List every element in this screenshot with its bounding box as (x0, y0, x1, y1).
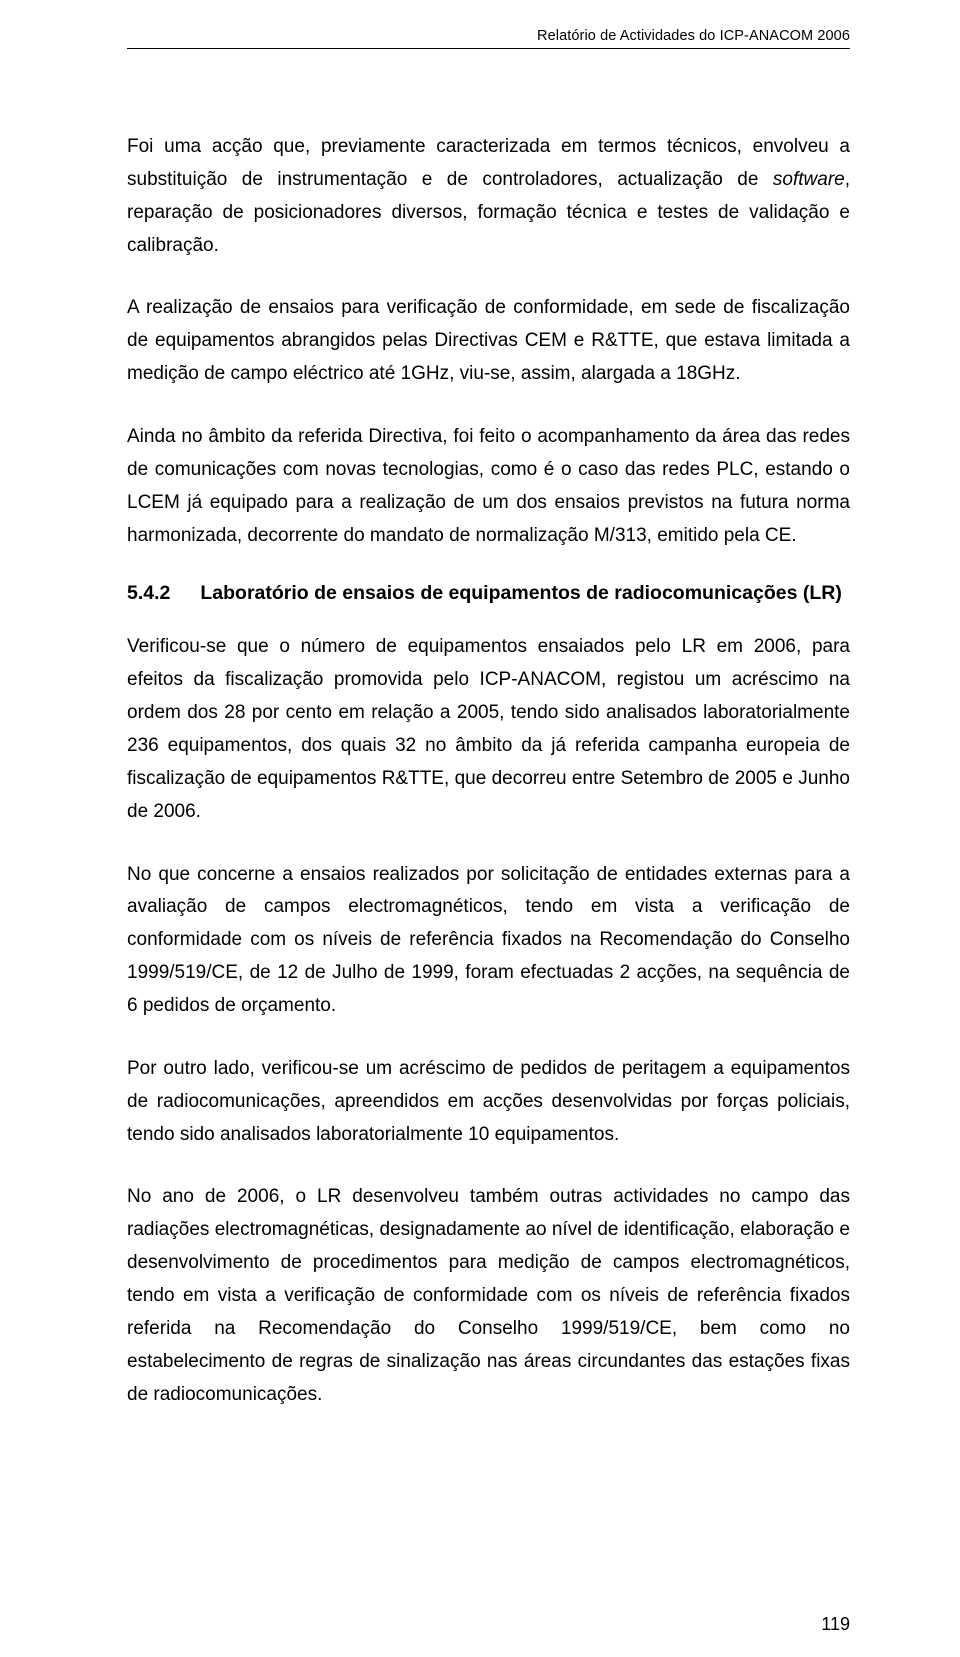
paragraph-1: Foi uma acção que, previamente caracteri… (127, 131, 850, 262)
paragraph-3: Ainda no âmbito da referida Directiva, f… (127, 421, 850, 552)
paragraph-5: No que concerne a ensaios realizados por… (127, 859, 850, 1023)
running-header: Relatório de Actividades do ICP-ANACOM 2… (127, 28, 850, 44)
paragraph-6: Por outro lado, verificou-se um acréscim… (127, 1053, 850, 1152)
paragraph-1a-text: Foi uma acção que, previamente caracteri… (127, 136, 850, 190)
page-number: 119 (821, 1614, 850, 1635)
paragraph-4: Verificou-se que o número de equipamento… (127, 631, 850, 828)
section-number: 5.4.2 (127, 582, 170, 605)
header-rule (127, 48, 850, 49)
document-page: Relatório de Actividades do ICP-ANACOM 2… (0, 0, 960, 1657)
section-heading-5-4-2: 5.4.2 Laboratório de ensaios de equipame… (127, 582, 850, 605)
paragraph-7: No ano de 2006, o LR desenvolveu também … (127, 1181, 850, 1411)
paragraph-2: A realização de ensaios para verificação… (127, 292, 850, 391)
software-italic: software (773, 169, 845, 190)
section-title: Laboratório de ensaios de equipamentos d… (200, 582, 850, 605)
